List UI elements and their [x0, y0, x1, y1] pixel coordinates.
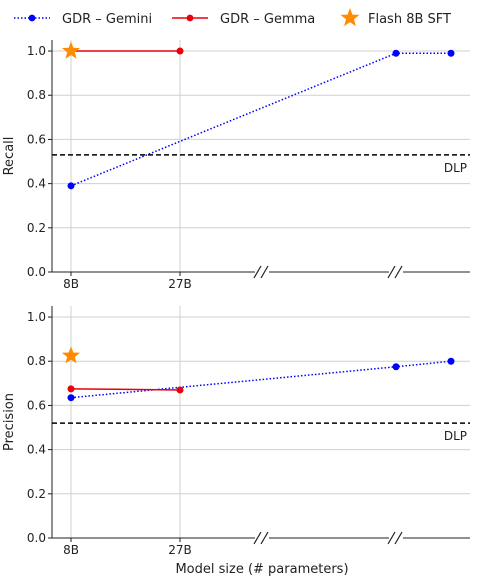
y-tick-label: 0.2 [27, 487, 46, 501]
legend-marker [186, 14, 194, 22]
panel-precision: 0.0 0.2 0.4 0.6 0.8 1.0 8B 27B DLP Precision Model… [2, 306, 470, 577]
y-tick-label: 0.8 [27, 88, 46, 102]
y-axis-label: Precision [2, 393, 17, 451]
legend-star-marker [340, 8, 360, 27]
axis-break-gap [389, 535, 403, 541]
reference-line-label: DLP [444, 429, 467, 443]
gemini-data-point [67, 394, 75, 402]
gemini-data-point [392, 363, 400, 371]
legend-label: Flash 8B SFT [368, 12, 451, 27]
legend-item: Flash 8B SFT [340, 8, 451, 27]
y-tick-label: 1.0 [27, 44, 46, 58]
y-tick-label: 0.4 [27, 443, 46, 457]
axis-break-gap [255, 535, 269, 541]
gemma-data-point [176, 386, 184, 394]
axis-break-gap [255, 269, 269, 275]
axis-break-mark [387, 531, 396, 545]
x-tick-label: 8B [63, 277, 79, 291]
gemini-data-point [67, 182, 75, 190]
gemini-data-point [392, 49, 400, 57]
reference-line-label: DLP [444, 161, 467, 175]
axis-break-mark [260, 531, 269, 545]
gemini-series-line [70, 52, 451, 187]
x-tick-label: 27B [168, 277, 192, 291]
gemma-data-point [67, 385, 75, 393]
legend-label: GDR – Gemma [220, 12, 315, 27]
y-tick-label: 0.6 [27, 398, 46, 412]
x-axis-label: Model size (# parameters) [175, 562, 348, 577]
axis-break-mark [394, 531, 403, 545]
x-tick-label: 8B [63, 543, 79, 557]
gemma-data-point [176, 47, 184, 55]
y-axis-label: Recall [2, 137, 17, 176]
axis-break-mark [253, 265, 262, 279]
y-tick-label: 0.8 [27, 354, 46, 368]
axis-break-mark [394, 265, 403, 279]
legend-label: GDR – Gemini [62, 12, 152, 27]
y-tick-label: 0.0 [27, 531, 46, 545]
y-tick-label: 0.2 [27, 221, 46, 235]
y-tick-label: 0.0 [27, 265, 46, 279]
y-tick-label: 0.4 [27, 177, 46, 191]
y-tick-label: 0.6 [27, 132, 46, 146]
gemini-data-point [447, 357, 455, 365]
panel-recall: 0.0 0.2 0.4 0.6 0.8 1.0 8B 27B DLP Recall [2, 40, 470, 291]
gemma-series-line [70, 388, 181, 391]
legend-item: GDR – Gemini [14, 12, 152, 27]
flash-sft-star-marker [61, 41, 81, 59]
y-tick-label: 1.0 [27, 310, 46, 324]
x-tick-label: 27B [168, 543, 192, 557]
axis-break-gap [389, 269, 403, 275]
axis-break-mark [253, 531, 262, 545]
legend-marker [28, 14, 36, 22]
gemini-data-point [447, 49, 455, 57]
flash-sft-star-marker [61, 346, 81, 364]
legend-item: GDR – Gemma [172, 12, 315, 27]
axis-break-mark [260, 265, 269, 279]
axis-break-mark [387, 265, 396, 279]
